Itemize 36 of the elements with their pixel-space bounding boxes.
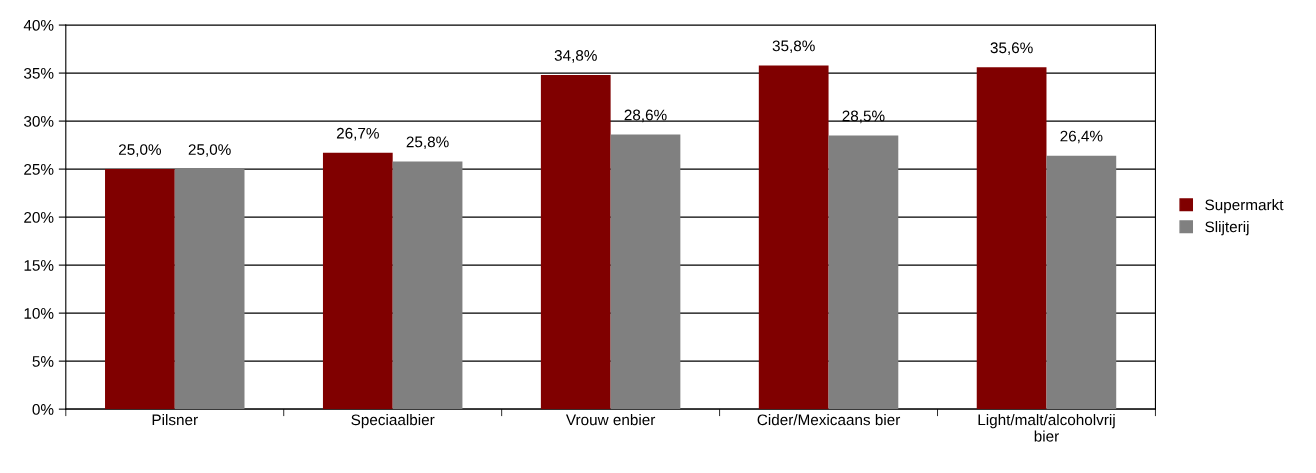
bar bbox=[105, 169, 175, 410]
data-label: 34,8% bbox=[554, 50, 597, 63]
y-tick-label: 30% bbox=[24, 115, 54, 127]
data-label: 35,8% bbox=[772, 40, 815, 54]
data-label: 35,6% bbox=[990, 42, 1033, 55]
data-label: 26,7% bbox=[336, 127, 379, 141]
x-tick-label: Vrouw enbier bbox=[565, 414, 656, 426]
bar bbox=[758, 65, 829, 410]
bar bbox=[174, 169, 245, 410]
data-label: 25,0% bbox=[119, 144, 162, 157]
y-tick-label: 15% bbox=[24, 260, 54, 271]
y-tick-label: 40% bbox=[23, 19, 54, 31]
data-label: 28,5% bbox=[842, 110, 885, 124]
bar bbox=[828, 135, 899, 410]
x-tick-label: Pilsner bbox=[152, 414, 198, 426]
bar bbox=[322, 152, 393, 410]
x-tick-label: Light/malt/alcoholvrij bier bbox=[978, 414, 1115, 442]
bar bbox=[976, 67, 1047, 410]
x-tick-label: Speciaalbier bbox=[351, 414, 435, 429]
bar bbox=[1046, 155, 1117, 410]
y-tick-label: 10% bbox=[24, 307, 54, 319]
data-label: 25,0% bbox=[188, 144, 231, 157]
y-tick-label: 0% bbox=[32, 404, 54, 415]
data-label: 25,8% bbox=[406, 136, 449, 150]
y-tick-label: 35% bbox=[24, 67, 54, 79]
bar bbox=[610, 134, 681, 410]
y-tick-label: 20% bbox=[24, 211, 54, 223]
y-tick-label: 25% bbox=[24, 163, 54, 175]
data-label: 28,6% bbox=[624, 109, 667, 123]
bar bbox=[392, 161, 463, 410]
x-tick-label: Cider/Mexicaans bier bbox=[757, 414, 901, 426]
legend-label: Supermarkt bbox=[1205, 199, 1284, 214]
data-label: 26,4% bbox=[1060, 130, 1103, 144]
y-tick-label: 5% bbox=[32, 356, 54, 367]
legend-label: Slijterij bbox=[1205, 221, 1249, 236]
bar bbox=[540, 75, 611, 410]
